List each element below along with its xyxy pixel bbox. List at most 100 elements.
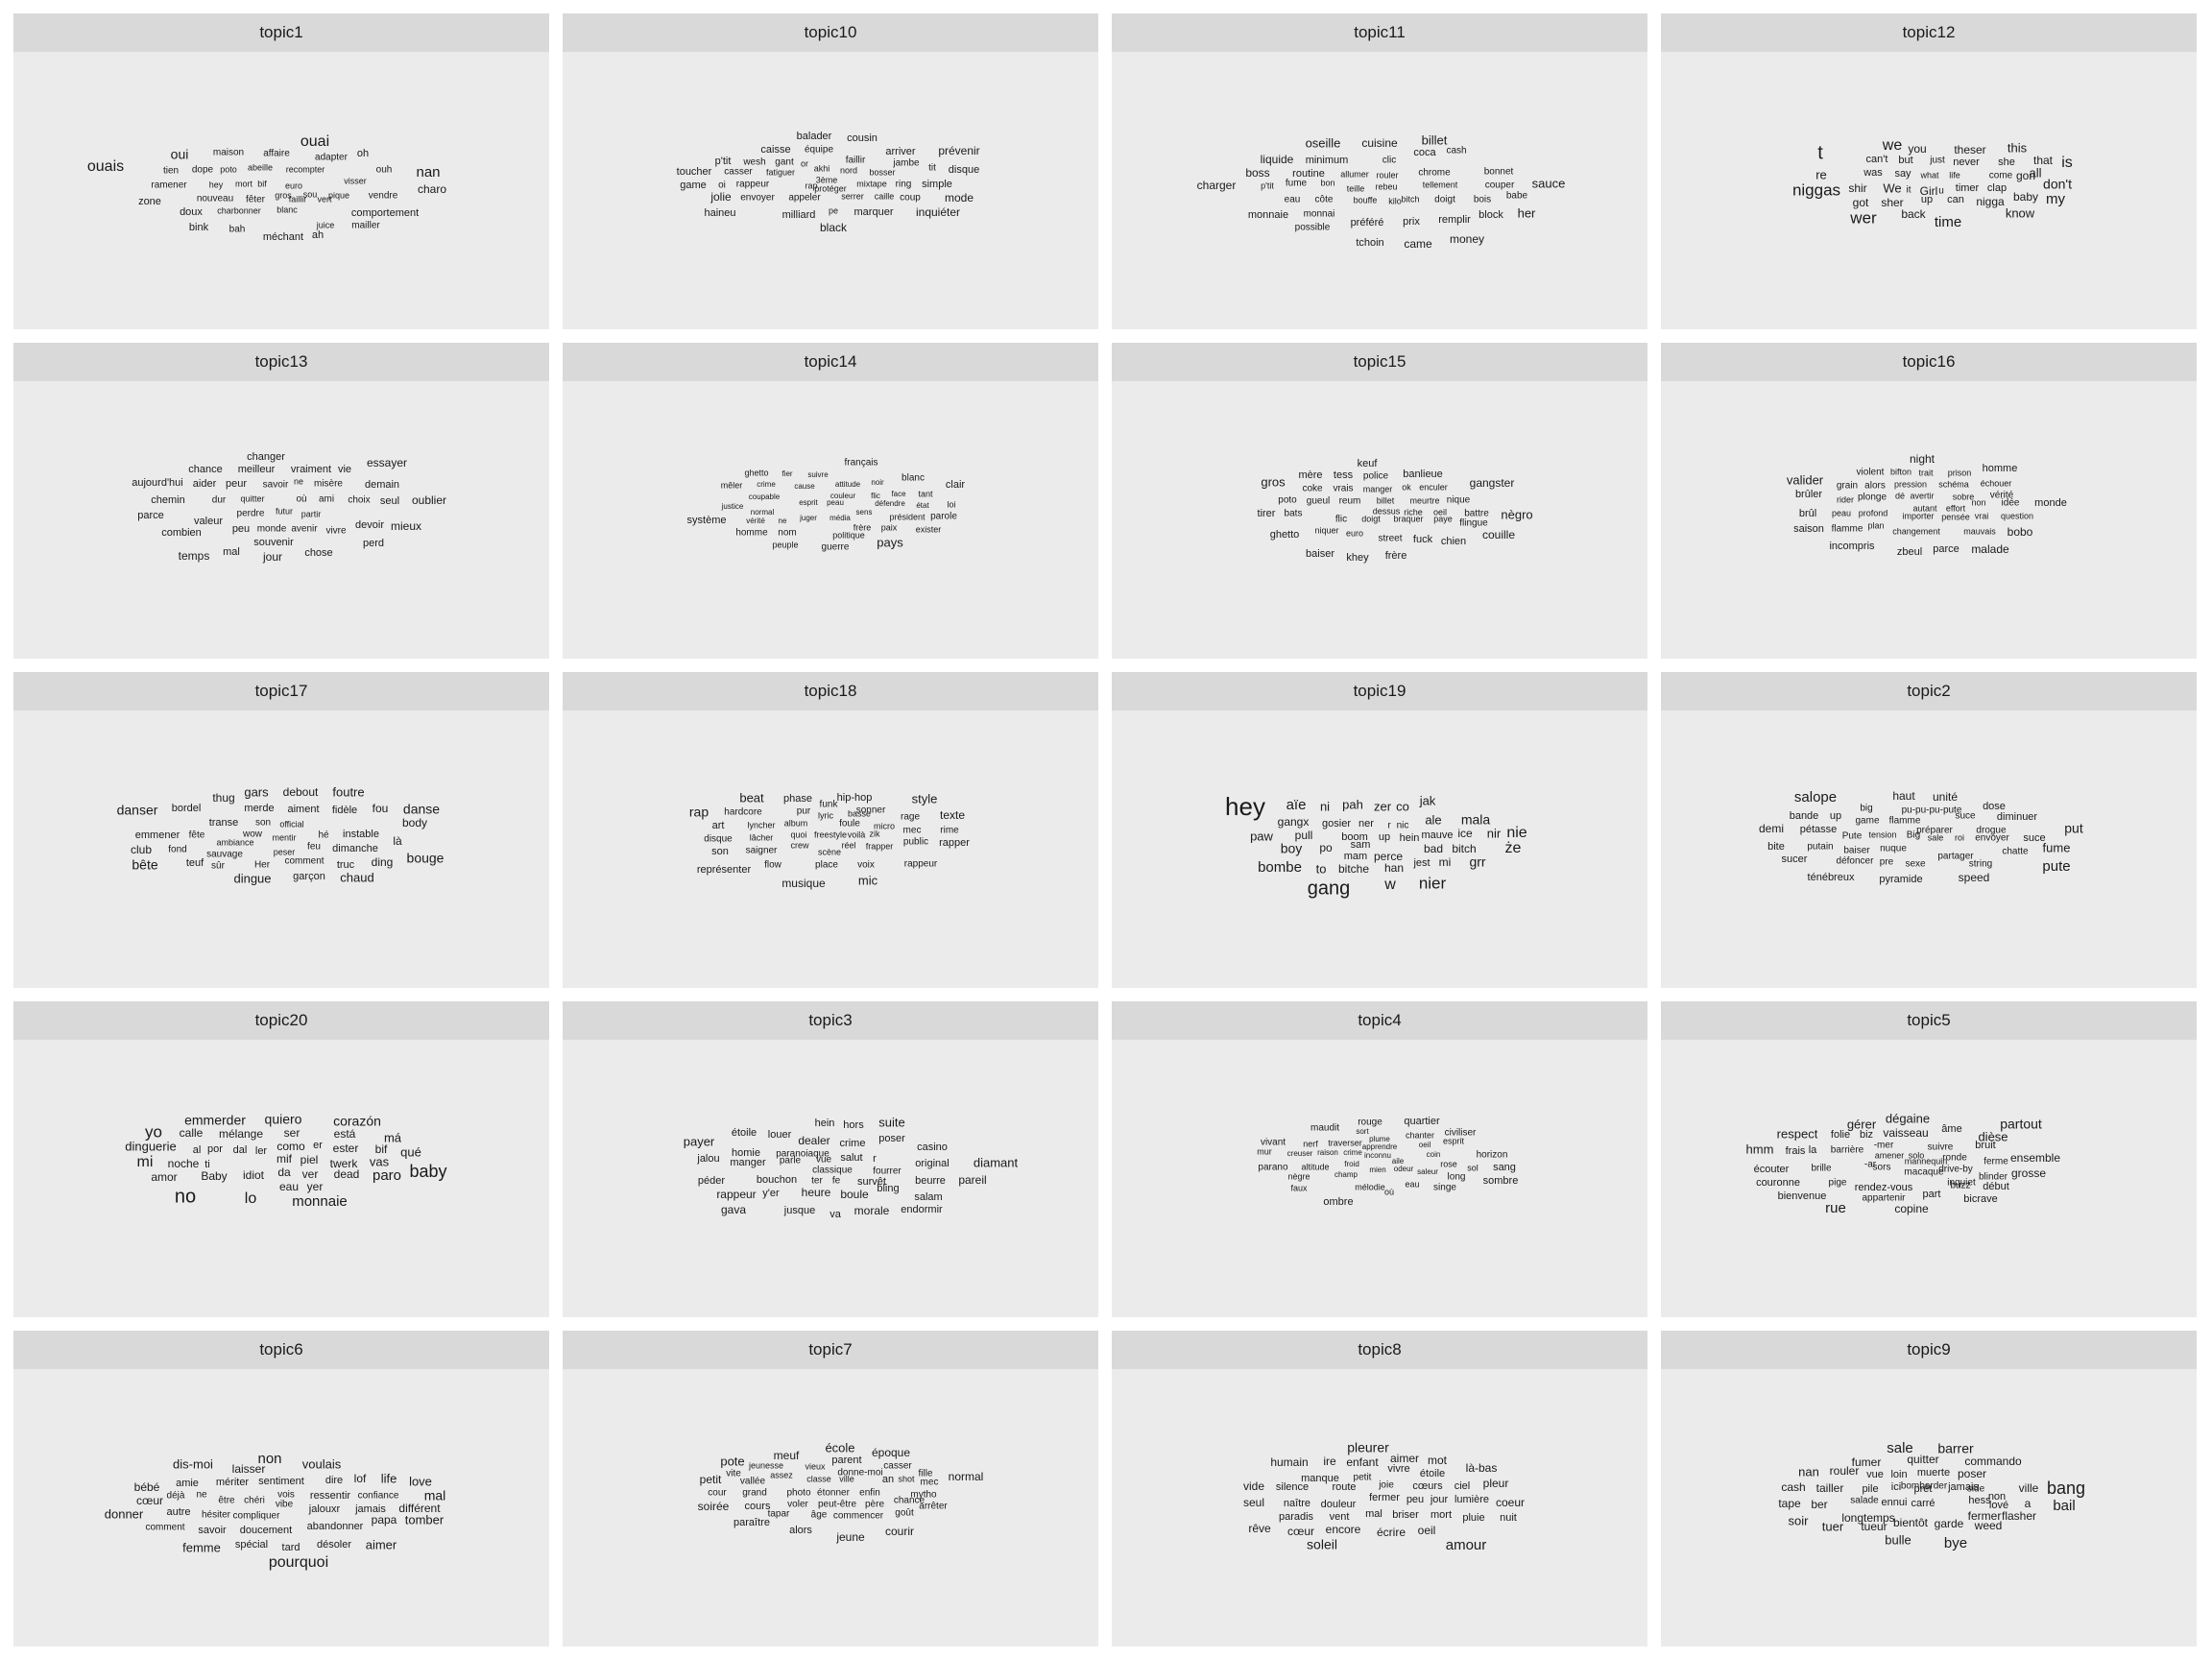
cloud-word: sentiment — [258, 1476, 304, 1487]
cloud-word: up — [1830, 810, 1841, 822]
cloud-word: part — [1923, 1189, 1941, 1200]
cloud-word: ami — [319, 494, 334, 505]
cloud-word: sonner — [856, 805, 886, 816]
cloud-word: remplir — [1438, 214, 1471, 226]
cloud-word: no — [175, 1186, 196, 1207]
cloud-word: barrer — [1937, 1441, 1974, 1456]
facet-panel: topic17 gars debout foutre thug merde danser bo… — [13, 672, 549, 988]
cloud-word: foutre — [332, 784, 364, 799]
cloud-word: diminuer — [1997, 811, 2038, 823]
cloud-word: heure — [802, 1186, 831, 1199]
cloud-word: dingue — [233, 871, 271, 885]
cloud-word: foule — [839, 819, 860, 830]
facet-title: topic8 — [1112, 1331, 1647, 1369]
cloud-word: u — [1938, 186, 1944, 197]
cloud-word: y'er — [762, 1188, 780, 1199]
cloud-word: lové — [1989, 1500, 2008, 1511]
cloud-word: paix — [881, 522, 898, 532]
cloud-word: survêt — [857, 1176, 886, 1188]
cloud-word: ouais — [87, 158, 124, 175]
cloud-word: parent — [831, 1455, 861, 1466]
cloud-word: bitch — [1401, 194, 1419, 204]
cloud-word: simple — [922, 179, 952, 190]
cloud-word: voulais — [302, 1456, 342, 1471]
cloud-word: mannequin — [1905, 1156, 1948, 1166]
cloud-word: police — [1363, 471, 1389, 482]
cloud-word: ser — [284, 1126, 301, 1140]
cloud-word: mala — [1461, 812, 1491, 828]
cloud-word: tien — [163, 166, 179, 177]
cloud-word: jeunesse — [748, 1460, 783, 1470]
cloud-word: suivre — [807, 470, 829, 479]
cloud-word: école — [825, 1440, 854, 1455]
cloud-word: crime — [1343, 1148, 1362, 1157]
cloud-word: paraître — [733, 1517, 770, 1528]
cloud-word: gérer — [1847, 1117, 1877, 1131]
cloud-word: chemin — [151, 494, 184, 506]
cloud-word: pétasse — [1800, 824, 1838, 835]
cloud-word: idée — [2002, 498, 2020, 509]
cloud-word: pyramide — [1879, 874, 1922, 885]
cloud-word: lyric — [818, 810, 833, 820]
cloud-word: seul — [1243, 1496, 1264, 1509]
cloud-word: pensée — [1941, 512, 1970, 521]
cloud-word: vérité — [746, 517, 765, 525]
cloud-word: possible — [1295, 223, 1331, 233]
cloud-word: sol — [1467, 1163, 1479, 1172]
cloud-word: emmener — [135, 830, 180, 841]
facet-panel: topic14 français ghetto fier suivre blanc mêle… — [563, 343, 1098, 659]
cloud-word: amener — [1875, 1150, 1905, 1160]
cloud-word: bonnet — [1484, 167, 1514, 178]
cloud-word: come — [1989, 171, 2013, 181]
cloud-word: quitter — [1907, 1453, 1938, 1466]
cloud-word: know — [2006, 205, 2035, 220]
cloud-word: oseille — [1306, 135, 1341, 150]
cloud-word: bobo — [2008, 525, 2033, 539]
facet-title: topic6 — [13, 1331, 549, 1369]
cloud-word: baiser — [1843, 846, 1870, 856]
cloud-word: homme — [735, 528, 768, 539]
cloud-word: prix — [1403, 216, 1420, 228]
cloud-word: loin — [1890, 1469, 1907, 1480]
cloud-word: game — [1855, 816, 1879, 827]
facet-panel: topic4 rouge quartier maudit sort civiliser vi… — [1112, 1001, 1647, 1317]
cloud-word: billet — [1377, 495, 1395, 505]
cloud-word: ombre — [1323, 1196, 1353, 1208]
cloud-word: bosser — [869, 167, 895, 177]
cloud-word: chance — [188, 464, 222, 475]
cloud-word: pige — [1829, 1178, 1847, 1189]
word-cloud: non dis-moi voulais laisser dire lof life love a… — [105, 1451, 446, 1571]
cloud-word: haineu — [704, 207, 735, 219]
cloud-word: 3ème — [816, 175, 838, 184]
cloud-word: avertir — [1910, 491, 1934, 500]
cloud-word: singe — [1433, 1183, 1456, 1193]
cloud-word: ah — [312, 229, 324, 241]
cloud-word: ronde — [1942, 1153, 1967, 1164]
cloud-word: recompter — [286, 164, 325, 174]
cloud-word: état — [916, 501, 929, 510]
cloud-word: début — [1983, 1181, 2009, 1192]
cloud-word: ti — [204, 1159, 210, 1170]
cloud-word: laisser — [232, 1462, 266, 1476]
cloud-word: tape — [1778, 1497, 1801, 1510]
cloud-word: bifton — [1890, 467, 1911, 476]
cloud-word: fatiguer — [766, 167, 795, 177]
cloud-word: où — [1384, 1187, 1394, 1196]
cloud-word: teuf — [186, 857, 204, 869]
cloud-word: envoyer — [740, 193, 775, 204]
cloud-word: creuser — [1287, 1149, 1313, 1158]
cloud-word: hardcore — [724, 807, 762, 818]
cloud-word: dire — [325, 1475, 343, 1486]
cloud-word: mal — [1365, 1508, 1382, 1520]
cloud-word: gueul — [1307, 496, 1330, 507]
cloud-word: pluie — [1462, 1512, 1484, 1524]
cloud-word: sher — [1881, 196, 1903, 209]
cloud-word: mauve — [1421, 830, 1453, 841]
facet-title: topic10 — [563, 13, 1098, 52]
cloud-word: jest — [1412, 857, 1430, 869]
cloud-word: donne-moi — [837, 1468, 882, 1479]
cloud-word: dégaine — [1886, 1111, 1930, 1125]
cloud-word: jalou — [696, 1153, 719, 1165]
cloud-word: femme — [182, 1540, 221, 1554]
